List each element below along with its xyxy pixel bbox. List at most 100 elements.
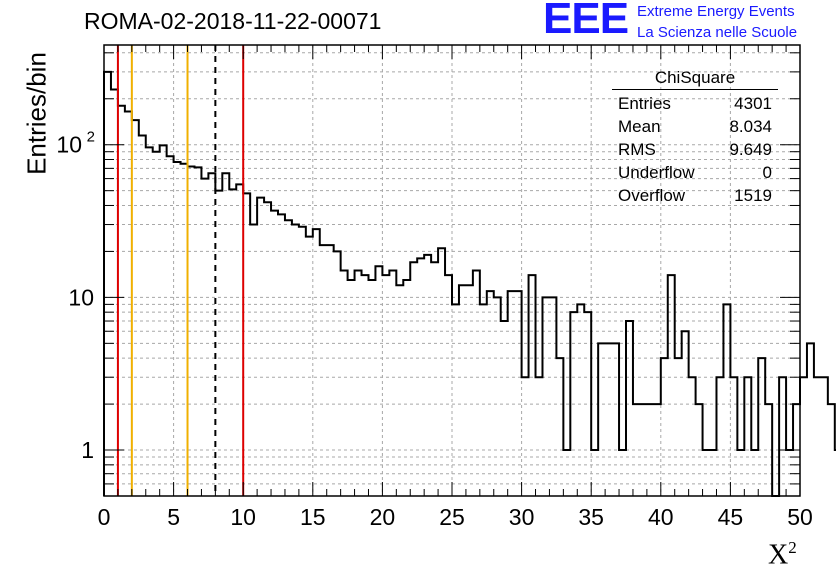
histogram-bin (445, 275, 452, 496)
eee-logo: EEE (543, 0, 629, 43)
histogram-bin (201, 179, 208, 496)
x-tick-label: 10 (230, 504, 256, 530)
histogram-bin (438, 248, 445, 496)
stats-label: Underflow (618, 163, 695, 182)
histogram-bin (807, 343, 814, 496)
histogram-bin (243, 193, 250, 496)
histogram-bin (299, 227, 306, 496)
histogram-bin (313, 229, 320, 496)
stats-label: Entries (618, 94, 671, 113)
histogram-bin (139, 135, 146, 496)
histogram-bin (821, 377, 828, 496)
histogram-bin (153, 152, 160, 496)
chart-title: ROMA-02-2018-11-22-00071 (84, 8, 382, 34)
stats-label: RMS (618, 140, 656, 159)
x-tick-label: 15 (300, 504, 326, 530)
histogram-bin (250, 225, 257, 496)
histogram-bin (682, 331, 689, 496)
histogram-series (103, 70, 836, 497)
histogram-bin (758, 358, 765, 496)
histogram-bin (556, 358, 563, 496)
histogram-bin (800, 377, 807, 496)
histogram-outline (103, 70, 836, 497)
histogram-bin (675, 358, 682, 496)
reference-lines (116, 45, 245, 496)
stats-value: 4301 (734, 94, 772, 113)
histogram-bin (362, 275, 369, 496)
x-tick-label: 40 (648, 504, 674, 530)
histogram-bin (689, 377, 696, 496)
histogram-bin (542, 297, 549, 496)
histogram-bin (716, 377, 723, 496)
x-tick-label: 30 (509, 504, 535, 530)
stats-label: Overflow (618, 186, 686, 205)
histogram-bin (828, 404, 835, 496)
x-tick-label: 50 (787, 504, 813, 530)
stats-row-overflow: Overflow 1519 (612, 184, 778, 207)
histogram-bin (167, 156, 174, 496)
histogram-bin (104, 72, 111, 496)
histogram-bin (723, 304, 730, 496)
y-tick-label-exponent: 2 (87, 129, 95, 146)
histogram-bin (668, 275, 675, 496)
x-tick-label: 0 (98, 504, 111, 530)
stats-value: 9.649 (729, 140, 772, 159)
histogram-bin (111, 89, 118, 496)
histogram-bin (146, 147, 153, 496)
y-axis-label: Entries/bin (21, 52, 52, 175)
histogram-bin (208, 173, 215, 496)
y-tick-label: 1 (81, 437, 94, 463)
stats-row-entries: Entries 4301 (612, 92, 778, 115)
histogram-bin (327, 245, 334, 496)
histogram-bin (744, 377, 751, 496)
x-tick-label: 5 (167, 504, 180, 530)
x-axis-label-base: X (768, 539, 789, 571)
logo-text-line2: La Scienza nelle Scuole (637, 24, 798, 41)
stats-row-underflow: Underflow 0 (612, 161, 778, 184)
y-tick-label: 10 (68, 284, 94, 310)
histogram-bin (271, 211, 278, 496)
y-tick-label: 10 (56, 132, 82, 158)
histogram-bin (222, 173, 229, 496)
histogram-bin (181, 164, 188, 496)
axis-tick-labels: 0 5 10 15 20 25 30 35 40 45 50 1 10 10 2 (56, 129, 812, 530)
histogram-bin (257, 198, 264, 496)
stats-title: ChiSquare (612, 68, 778, 90)
histogram-bin (522, 377, 529, 496)
histogram-bin (598, 343, 605, 496)
x-axis-label-superscript: 2 (788, 538, 797, 557)
histogram-bin (626, 321, 633, 496)
histogram-bin (382, 275, 389, 496)
histogram-bin (292, 225, 299, 496)
axis-ticks (103, 45, 801, 497)
grid-lines (104, 45, 800, 497)
histogram-bin (494, 297, 501, 496)
x-tick-label: 25 (439, 504, 465, 530)
histogram-bin (536, 377, 543, 496)
stats-box: ChiSquare Entries 4301 Mean 8.034 RMS 9.649… (612, 68, 778, 207)
histogram-bin (730, 377, 737, 496)
histogram-bin (118, 106, 125, 496)
histogram-bin (125, 112, 132, 496)
x-axis-label: X2 (768, 538, 797, 571)
histogram-bin (549, 297, 556, 496)
stats-value: 0 (762, 163, 772, 182)
histogram-bin (452, 304, 459, 496)
stats-row-mean: Mean 8.034 (612, 115, 778, 138)
histogram-bin (612, 343, 619, 496)
histogram-bin (264, 202, 271, 496)
histogram-bin (501, 321, 508, 496)
logo-text-line1: Extreme Energy Events (637, 3, 795, 20)
histogram-bin (480, 304, 487, 496)
histogram-bin (334, 251, 341, 496)
histogram-bin (132, 120, 139, 496)
histogram-bin (320, 245, 327, 496)
histogram-bin (779, 377, 786, 496)
x-tick-label: 45 (718, 504, 744, 530)
histogram-bin (174, 162, 181, 496)
histogram-bin (605, 343, 612, 496)
x-tick-label: 20 (370, 504, 396, 530)
histogram-bin (529, 275, 536, 496)
stats-value: 1519 (734, 186, 772, 205)
